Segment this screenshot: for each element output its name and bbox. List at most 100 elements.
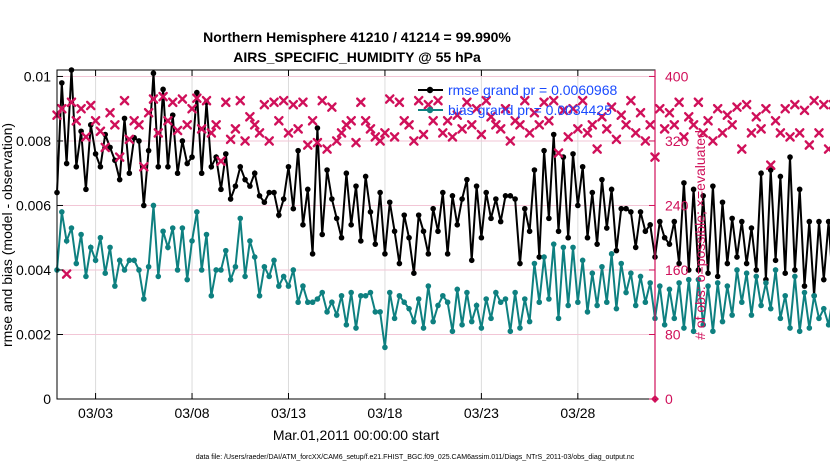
rmse-point — [92, 151, 99, 157]
rmse-point — [671, 218, 678, 225]
bias-point — [483, 296, 490, 302]
obs-used-marker — [230, 124, 241, 134]
rmse-point — [719, 199, 726, 206]
obs-used-marker — [669, 120, 680, 130]
rmse-point — [83, 186, 89, 193]
bias-point — [777, 315, 784, 322]
series-bias — [54, 202, 830, 351]
obs-used-marker — [322, 144, 332, 154]
rmse-point — [753, 267, 760, 273]
bias-point — [430, 318, 436, 325]
bias-point — [512, 289, 518, 296]
bias-point — [700, 322, 707, 328]
obs-used-marker — [119, 95, 130, 106]
obs-used-marker — [746, 128, 757, 138]
obs-used-marker — [703, 116, 713, 126]
obs-used-marker — [177, 94, 188, 104]
legend: rmse grand pr = 0.0060968 bias grand pr … — [418, 82, 617, 118]
obs-used-marker — [515, 120, 525, 130]
rmse-point — [758, 170, 764, 177]
bias-point — [213, 267, 219, 273]
obs-used-marker — [712, 103, 723, 114]
obs-used-marker — [659, 124, 670, 134]
obs-used-marker — [592, 144, 602, 154]
y-axis-label-left: rmse and bias (model - observation) — [0, 123, 15, 347]
bias-point — [565, 302, 571, 309]
bias-point — [107, 244, 113, 251]
rmse-point — [454, 222, 461, 228]
rmse-point — [242, 176, 248, 183]
rmse-point — [300, 222, 306, 228]
obs-used-marker — [307, 116, 318, 126]
rmse-point — [579, 163, 586, 170]
rmse-point — [685, 267, 692, 273]
rmse-point — [285, 163, 292, 170]
obs-used-marker — [818, 99, 829, 110]
obs-used-marker — [404, 120, 414, 130]
bias-point — [382, 344, 388, 351]
rmse-point — [488, 215, 494, 222]
rmse-point — [787, 154, 793, 160]
rmse-point — [290, 205, 297, 212]
obs-used-marker — [312, 137, 323, 148]
obs-used-marker — [481, 95, 492, 106]
obs-used-marker — [640, 136, 651, 146]
rmse-point — [681, 180, 687, 186]
bias-point — [420, 325, 427, 331]
rmse-point — [406, 234, 412, 241]
rmse-point — [309, 251, 316, 257]
x-tick-label: 03/08 — [175, 405, 210, 421]
rmse-point — [546, 215, 552, 222]
rmse-point — [565, 234, 571, 241]
bias-point — [748, 312, 755, 318]
rmse-point — [618, 205, 625, 212]
bias-point — [237, 215, 244, 222]
obs-used-marker — [505, 136, 516, 146]
rmse-point — [194, 89, 200, 96]
rmse-point — [276, 212, 282, 218]
bias-point — [555, 315, 562, 322]
rmse-point — [304, 186, 311, 193]
obs-used-marker — [544, 116, 554, 126]
obs-used-marker — [66, 97, 77, 108]
rmse-point — [256, 192, 263, 199]
bias-point — [435, 302, 441, 309]
bias-point — [459, 322, 465, 328]
bias-point — [87, 244, 94, 251]
rmse-point — [222, 151, 229, 157]
rmse-point — [512, 196, 518, 202]
bias-point — [531, 260, 538, 267]
obs-used-marker — [688, 120, 699, 130]
bias-point — [724, 283, 731, 289]
rmse-point — [179, 138, 186, 144]
obs-used-marker — [216, 156, 226, 166]
rmse-point — [362, 173, 369, 180]
rmse-point — [642, 228, 649, 235]
obs-used-marker — [269, 97, 279, 108]
obs-used-marker — [71, 116, 82, 126]
y-left-tick-label: 0.004 — [16, 262, 51, 278]
obs-used-marker — [524, 128, 535, 138]
bias-point — [169, 225, 176, 231]
obs-used-marker — [433, 95, 443, 106]
bias-point — [362, 292, 369, 299]
obs-used-marker — [95, 126, 106, 137]
rmse-point — [59, 80, 65, 86]
rmse-point — [550, 131, 557, 138]
rmse-point — [666, 241, 673, 247]
rmse-point — [517, 260, 523, 267]
rmse-point — [526, 228, 533, 235]
obs-used-marker — [124, 134, 135, 145]
rmse-point — [796, 186, 803, 193]
bias-point — [97, 234, 104, 241]
y-right-tick-label: 320 — [665, 133, 689, 149]
rmse-point — [700, 192, 707, 199]
rmse-point — [647, 222, 653, 228]
bias-point — [517, 325, 523, 331]
obs-used-marker — [553, 148, 564, 158]
obs-used-marker — [360, 116, 371, 126]
obs-used-marker — [664, 107, 675, 118]
bias-point — [497, 299, 504, 306]
obs-used-marker — [384, 94, 395, 104]
y-right-tick-label: 240 — [665, 197, 689, 213]
